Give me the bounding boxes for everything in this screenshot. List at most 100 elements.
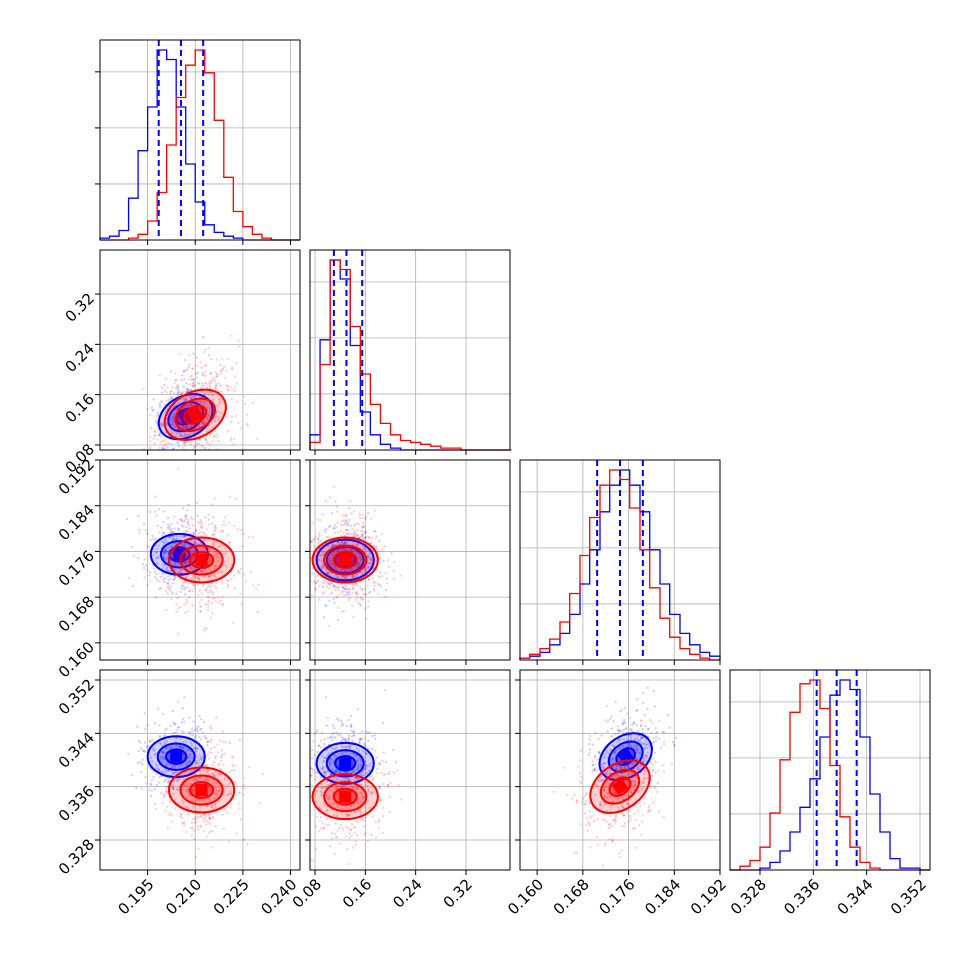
sample-point (344, 771, 347, 774)
sample-point (239, 567, 242, 571)
sample-point (207, 584, 211, 588)
sample-point (616, 725, 620, 728)
sample-point (606, 796, 609, 800)
sample-point (207, 393, 211, 396)
sample-point (197, 399, 201, 403)
sample-point (354, 575, 357, 579)
sample-point (191, 576, 194, 580)
sample-point (326, 808, 329, 812)
sample-point (224, 563, 227, 566)
sample-point (344, 569, 347, 572)
sample-point (204, 823, 208, 826)
sample-point (198, 601, 201, 604)
sample-point (145, 544, 149, 548)
sample-point (170, 530, 173, 534)
sample-point (351, 846, 355, 849)
sample-point (240, 603, 244, 606)
sample-point (186, 404, 189, 407)
sample-point (188, 731, 192, 734)
sample-point (161, 751, 165, 754)
sample-point (201, 382, 204, 385)
sample-point (242, 839, 245, 842)
sample-point (235, 381, 239, 385)
density-peak (170, 750, 183, 763)
sample-point (591, 770, 594, 773)
sample-point (200, 569, 203, 573)
sample-point (206, 591, 210, 594)
sample-point (606, 785, 610, 788)
sample-point (149, 783, 153, 786)
sample-point (139, 760, 142, 764)
sample-point (626, 794, 630, 798)
sample-point (580, 775, 583, 778)
sample-point (249, 451, 251, 453)
sample-point (353, 530, 357, 533)
sample-point (654, 726, 657, 730)
sample-point (204, 817, 207, 820)
sample-point (172, 537, 176, 541)
sample-point (340, 811, 344, 815)
sample-point (228, 521, 231, 524)
sample-point (214, 550, 217, 553)
sample-point (662, 770, 666, 774)
sample-point (593, 766, 597, 770)
sample-point (326, 716, 330, 720)
sample-point (216, 743, 219, 746)
sample-point (163, 551, 166, 555)
sample-point (200, 421, 203, 424)
sample-point (213, 803, 217, 806)
sample-point (322, 826, 326, 830)
sample-point (201, 421, 204, 424)
sample-point (225, 565, 228, 569)
sample-point (194, 457, 196, 459)
sample-point (236, 528, 239, 531)
sample-point (365, 772, 369, 775)
sample-point (318, 533, 321, 537)
sample-point (350, 735, 353, 738)
sample-point (155, 784, 159, 787)
sample-point (243, 776, 246, 779)
sample-point (596, 788, 600, 791)
sample-point (161, 540, 164, 544)
sample-point (328, 571, 331, 574)
sample-point (173, 576, 176, 580)
sample-point (356, 552, 359, 555)
sample-point (604, 753, 607, 756)
sample-point (613, 751, 616, 754)
sample-point (179, 392, 182, 396)
sample-point (328, 762, 332, 765)
sample-point (317, 535, 321, 539)
sample-point (345, 784, 348, 788)
sample-point (187, 365, 190, 369)
sample-point (204, 437, 207, 441)
sample-point (602, 765, 605, 769)
sample-point (634, 805, 638, 808)
sample-point (387, 565, 391, 568)
sample-point (336, 586, 340, 590)
sample-point (355, 747, 358, 750)
sample-point (377, 820, 380, 823)
sample-point (599, 803, 602, 807)
sample-point (183, 520, 186, 523)
sample-point (167, 581, 170, 585)
sample-point (325, 528, 328, 531)
sample-point (165, 568, 168, 572)
sample-point (242, 573, 246, 576)
sample-point (330, 563, 334, 566)
sample-point (176, 432, 179, 435)
sample-point (355, 820, 358, 823)
sample-point (652, 801, 655, 805)
sample-point (364, 517, 367, 520)
sample-point (658, 719, 661, 722)
sample-point (306, 825, 308, 827)
sample-point (162, 793, 165, 796)
sample-point (351, 770, 355, 773)
sample-point (356, 584, 359, 587)
sample-point (618, 852, 621, 855)
sample-point (156, 524, 160, 527)
sample-point (198, 531, 201, 535)
sample-point (314, 824, 318, 828)
sample-point (198, 761, 202, 765)
sample-point (221, 595, 224, 598)
sample-point (595, 784, 598, 787)
